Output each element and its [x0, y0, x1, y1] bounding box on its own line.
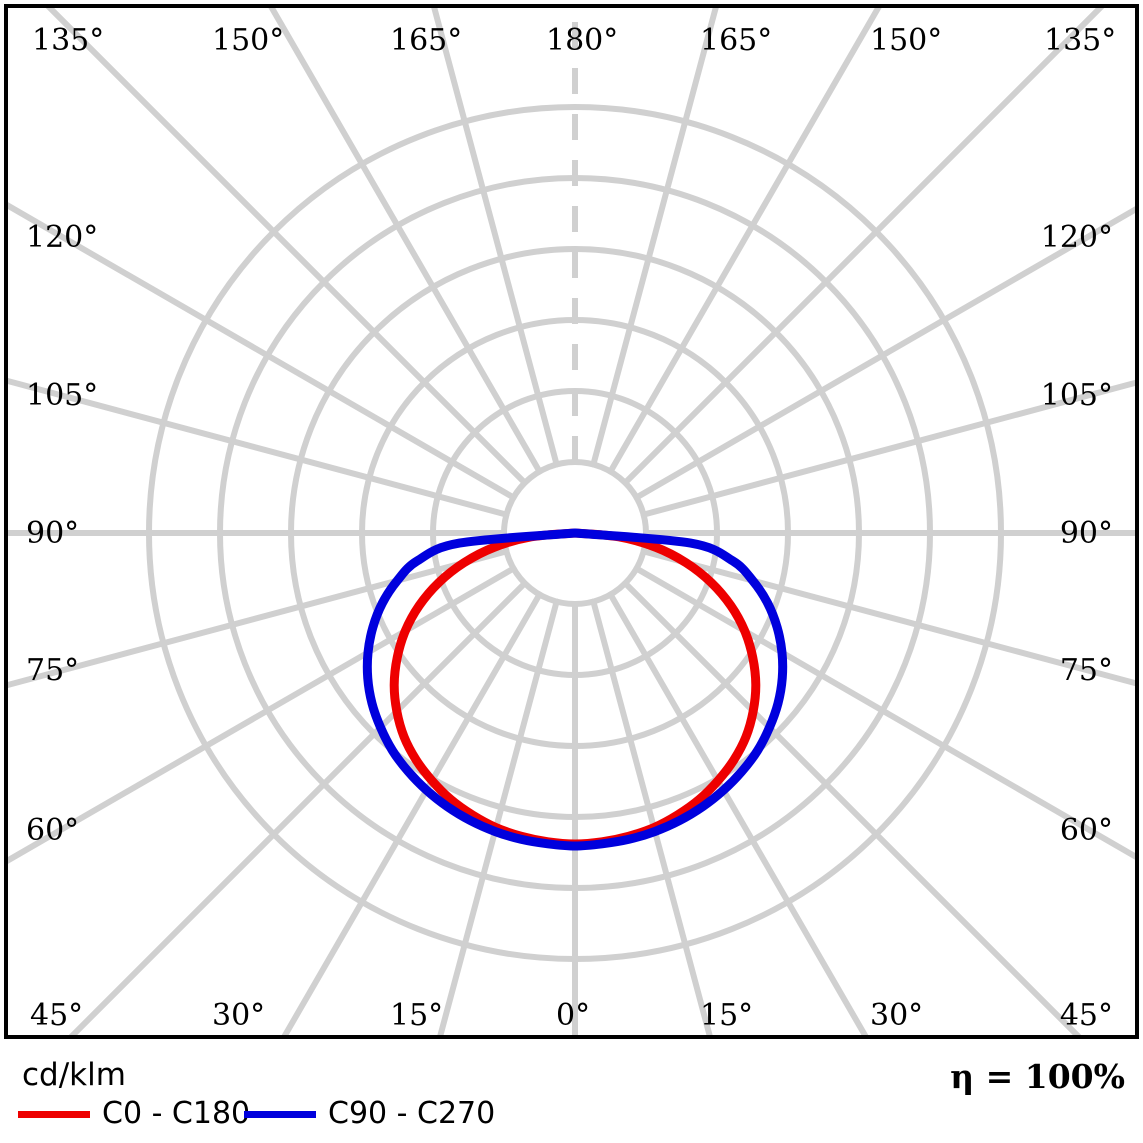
- polar-grid-and-curves: [8, 8, 1135, 1035]
- angle-label-top-1: 135°: [32, 23, 105, 58]
- angle-label-bottom-6: 30°: [870, 998, 924, 1033]
- angle-label-left-5: 60°: [26, 813, 80, 848]
- angle-label-left-4: 75°: [26, 653, 80, 688]
- angle-label-top-7: 135°: [1044, 23, 1117, 58]
- angle-label-left-2: 105°: [26, 378, 99, 413]
- angle-label-bottom-1: 45°: [30, 998, 84, 1033]
- angle-label-top-3: 165°: [390, 23, 463, 58]
- polar-plot-area: 135° 150° 165° 180° 165° 150° 135° 120° …: [4, 4, 1139, 1039]
- angle-label-right-4: 75°: [1059, 653, 1113, 688]
- angle-label-top-4: 180°: [546, 23, 619, 58]
- legend-swatch-c0-c180-icon: [18, 1110, 90, 1118]
- angle-label-left-3: 90°: [26, 516, 80, 551]
- angle-label-top-6: 150°: [870, 23, 943, 58]
- angle-label-bottom-4: 0°: [556, 998, 591, 1033]
- angle-label-right-1: 120°: [1040, 220, 1113, 255]
- curve-c90-c270: [362, 528, 788, 851]
- angle-label-top-2: 150°: [212, 23, 285, 58]
- legend-label-c0-c180: C0 - C180: [102, 1096, 251, 1131]
- angle-label-left-1: 120°: [26, 220, 99, 255]
- angle-label-right-3: 90°: [1059, 516, 1113, 551]
- angle-label-bottom-5: 15°: [700, 998, 754, 1033]
- legend-item-c90-c270: C90 - C270: [244, 1099, 495, 1129]
- angle-label-right-2: 105°: [1040, 378, 1113, 413]
- legend-item-c0-c180: C0 - C180: [18, 1099, 250, 1129]
- angle-label-bottom-2: 30°: [212, 998, 266, 1033]
- angle-label-bottom-3: 15°: [390, 998, 444, 1033]
- angle-label-bottom-7: 45°: [1059, 998, 1113, 1033]
- angle-label-right-5: 60°: [1059, 813, 1113, 848]
- legend-label-c90-c270: C90 - C270: [328, 1096, 496, 1131]
- chart-legend: cd/klm η = 100% C0 - C180 C90 - C270: [0, 1043, 1143, 1143]
- legend-swatch-c90-c270-icon: [244, 1110, 316, 1118]
- angle-label-top-5: 165°: [700, 23, 773, 58]
- unit-label: cd/klm: [22, 1057, 126, 1093]
- efficiency-label: η = 100%: [950, 1057, 1125, 1096]
